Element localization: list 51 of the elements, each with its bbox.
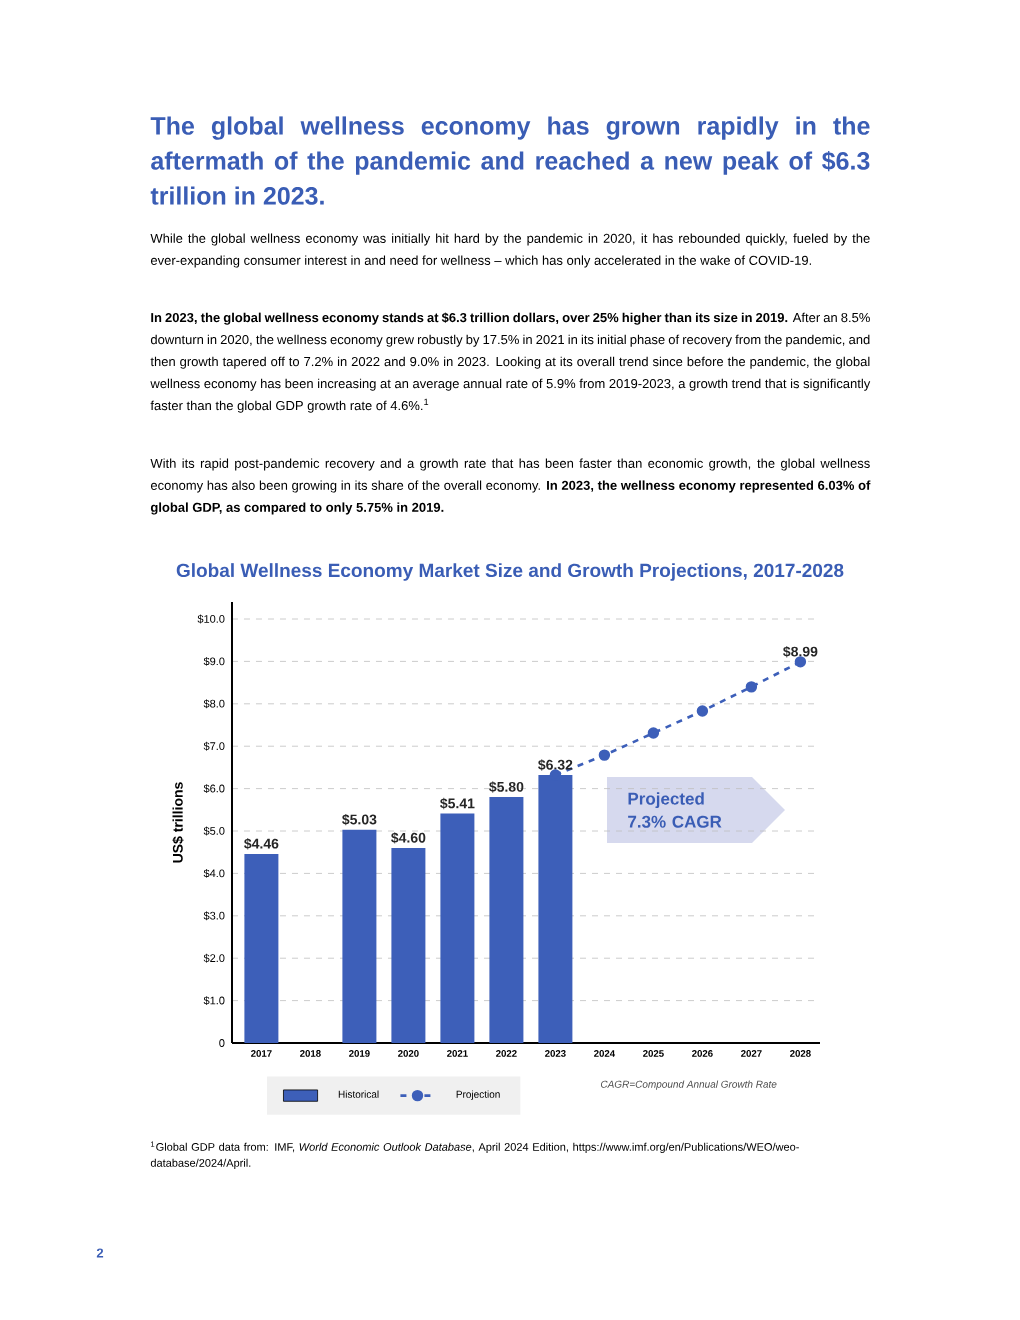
text: The global wellness economy has grown rapidly in the aftermath of the pandemic and reached a new peak of $6.3 trillion in 2023. bbox=[150, 116, 870, 205]
x-tick-label: 2024 bbox=[594, 1050, 616, 1057]
y-tick-label: $3.0 bbox=[203, 911, 225, 921]
data-label: $8.99 bbox=[783, 646, 818, 658]
data-label: $4.60 bbox=[391, 832, 426, 844]
y-tick-label: $4.0 bbox=[203, 868, 225, 878]
point bbox=[696, 705, 709, 717]
point bbox=[647, 727, 660, 739]
point bbox=[745, 681, 758, 693]
y-tick-label: $5.0 bbox=[203, 826, 225, 836]
bar bbox=[440, 813, 475, 1044]
x-tick-label: 2025 bbox=[643, 1050, 664, 1057]
annotation: Projected 7.3% CAGR bbox=[628, 792, 722, 828]
x-tick-label: 2027 bbox=[741, 1050, 762, 1057]
y-tick-label: $2.0 bbox=[203, 953, 225, 963]
data-label: $5.80 bbox=[489, 781, 524, 793]
y-tick-label: $6.0 bbox=[203, 784, 225, 794]
bar bbox=[489, 797, 524, 1044]
x-tick-label: 2018 bbox=[300, 1050, 321, 1057]
x-tick-label: 2028 bbox=[790, 1050, 811, 1057]
y-tick-label: $8.0 bbox=[203, 699, 225, 709]
data-label: $6.32 bbox=[538, 759, 573, 771]
legend-label: Projection bbox=[456, 1090, 500, 1100]
x-tick-label: 2020 bbox=[398, 1050, 419, 1057]
y-tick-label: 0 bbox=[219, 1039, 225, 1047]
text: While the global wellness economy was initially hit hard by the pandemic in 2020, it has rebounded quickly, fueled by the ever-expanding consumer interest in and need for wellness – which has only accelerated in the wake of COVID-19. bbox=[150, 233, 870, 268]
chart-title: Global Wellness Economy Market Size and Growth Projections, 2017-2028 bbox=[176, 563, 844, 581]
text: CAGR=Compound Annual Growth Rate bbox=[600, 1080, 777, 1090]
y-tick-label: $9.0 bbox=[203, 656, 225, 666]
x-tick-label: 2021 bbox=[447, 1050, 468, 1057]
y-axis-title: US$ trillions bbox=[172, 782, 184, 863]
x-tick-label: 2026 bbox=[692, 1050, 713, 1057]
x-tick-label: 2019 bbox=[349, 1050, 370, 1057]
y-tick-label: $10.0 bbox=[197, 614, 225, 624]
text: 2 bbox=[96, 1248, 104, 1258]
x-tick-label: 2023 bbox=[545, 1050, 566, 1057]
x-tick-label: 2022 bbox=[496, 1050, 517, 1057]
bar bbox=[391, 847, 426, 1044]
bar bbox=[342, 829, 377, 1044]
bar bbox=[244, 853, 279, 1044]
data-label: $5.41 bbox=[440, 797, 475, 810]
data-label: $4.46 bbox=[244, 838, 279, 850]
text: With its rapid post-pandemic recovery and a growth rate that has been faster than economic growth, the global wellness economy has also been growing in its share of the overall economy. In 2023, the wellness economy represented 6.03% of global GDP, as compared to only 5.75% in 2019. bbox=[150, 458, 871, 515]
data-label: $5.03 bbox=[342, 813, 377, 826]
text: In 2023, the global wellness economy stands at $6.3 trillion dollars, over 25% higher than its size in 2019. After an 8.5% downturn in 2020, the wellness economy grew robustly by 17.5% in 2021 in its initial phase of recovery from the pandemic, and then growth tapered off to 7.2% in 2022 and 9.0% in 2023. Looking at its overall trend since before the pandemic, the global wellness economy has been increasing at an average annual rate of 5.9% from 2019-2023, a growth trend that is significantly faster than the global GDP growth rate of 4.6%.$^{1}$ bbox=[150, 312, 871, 413]
text: $^{1}$Global GDP data from: IMF, World Economic Outlook Database, April 2024 Edition, https://www.imf.org/en/Publications/WEO/weo-database/2024/April. bbox=[150, 1141, 799, 1170]
point bbox=[598, 749, 611, 761]
y-tick-label: $1.0 bbox=[203, 996, 225, 1006]
x-tick-label: 2017 bbox=[251, 1050, 272, 1057]
y-tick-label: $7.0 bbox=[203, 741, 225, 751]
legend-label: Historical bbox=[338, 1090, 379, 1098]
